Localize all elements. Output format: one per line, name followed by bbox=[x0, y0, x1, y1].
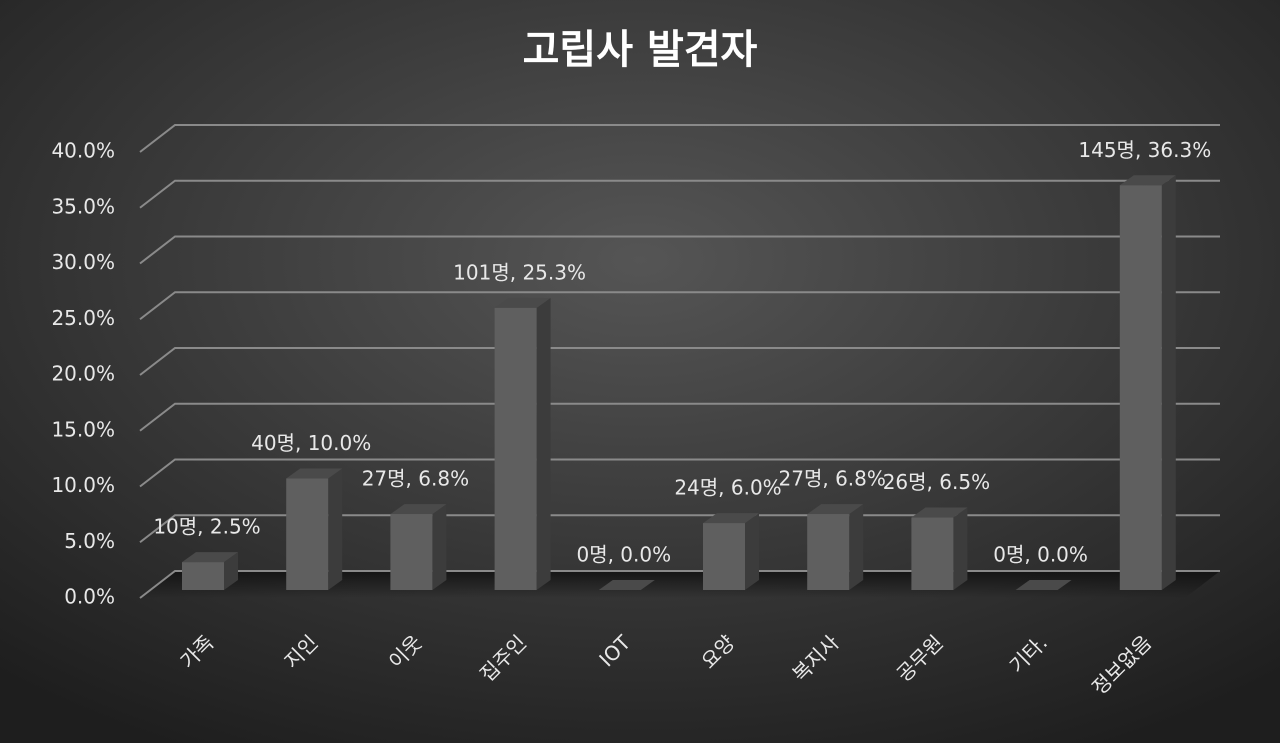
y-tick-label: 40.0% bbox=[51, 139, 115, 163]
bar bbox=[703, 513, 759, 590]
bar bbox=[598, 580, 655, 590]
y-tick-label: 35.0% bbox=[51, 194, 115, 218]
grid-line bbox=[139, 235, 1220, 265]
value-label: 27명, 6.8% bbox=[362, 467, 469, 491]
grid-line bbox=[139, 291, 1220, 321]
value-label: 0명, 0.0% bbox=[993, 543, 1088, 567]
value-label: 26명, 6.5% bbox=[883, 470, 990, 494]
value-label: 0명, 0.0% bbox=[576, 543, 671, 567]
value-label: 27명, 6.8% bbox=[779, 467, 886, 491]
bar-top bbox=[598, 580, 655, 590]
bar-front bbox=[911, 517, 954, 590]
y-tick-label: 15.0% bbox=[51, 417, 115, 441]
chart-title: 고립사 발견자 bbox=[523, 27, 758, 73]
bar-top bbox=[1015, 580, 1072, 590]
bar-front bbox=[1119, 185, 1162, 590]
grid-line bbox=[139, 514, 1220, 544]
bar-front bbox=[703, 523, 745, 590]
bar bbox=[286, 468, 343, 590]
bar-top bbox=[807, 504, 864, 515]
bar-side bbox=[1161, 175, 1176, 590]
bar-side bbox=[536, 297, 551, 590]
grid-line bbox=[139, 570, 1220, 599]
bar-front bbox=[494, 307, 537, 590]
value-label: 24명, 6.0% bbox=[674, 476, 781, 500]
value-label: 10명, 2.5% bbox=[153, 515, 260, 539]
bar-top bbox=[911, 507, 968, 518]
y-tick-label: 30.0% bbox=[51, 250, 115, 274]
bar-top bbox=[286, 468, 343, 479]
bar-side bbox=[432, 504, 447, 590]
bar-top bbox=[390, 504, 447, 515]
bar-front bbox=[807, 514, 850, 590]
y-tick-label: 5.0% bbox=[64, 529, 115, 553]
bar-front bbox=[286, 478, 329, 590]
y-tick-label: 20.0% bbox=[51, 362, 115, 386]
bar-side bbox=[953, 507, 968, 590]
bar bbox=[182, 552, 238, 590]
bar bbox=[1015, 580, 1072, 590]
grid-line bbox=[139, 347, 1220, 376]
bar-side bbox=[745, 513, 759, 590]
bar bbox=[1119, 175, 1176, 590]
bar-front bbox=[182, 562, 224, 590]
grid-line bbox=[139, 458, 1220, 488]
value-label: 101명, 25.3% bbox=[453, 260, 586, 284]
bar-top bbox=[182, 552, 238, 563]
bar-top bbox=[703, 513, 759, 524]
grid-line bbox=[139, 402, 1220, 432]
y-tick-label: 10.0% bbox=[51, 473, 115, 497]
value-label: 145명, 36.3% bbox=[1078, 138, 1211, 162]
grid-line bbox=[139, 124, 1220, 153]
bar-side bbox=[328, 468, 343, 590]
bar bbox=[911, 507, 968, 590]
bar-top bbox=[494, 297, 551, 308]
value-label: 40명, 10.0% bbox=[251, 431, 371, 455]
bar-top bbox=[1119, 175, 1176, 186]
bar-side bbox=[849, 504, 864, 590]
bar bbox=[390, 504, 447, 590]
grid-line bbox=[139, 179, 1220, 209]
bar-side bbox=[224, 552, 238, 590]
bar bbox=[807, 504, 864, 590]
bar-front bbox=[390, 514, 433, 590]
bar bbox=[494, 297, 551, 590]
y-tick-label: 0.0% bbox=[64, 585, 115, 609]
y-tick-label: 25.0% bbox=[51, 306, 115, 330]
